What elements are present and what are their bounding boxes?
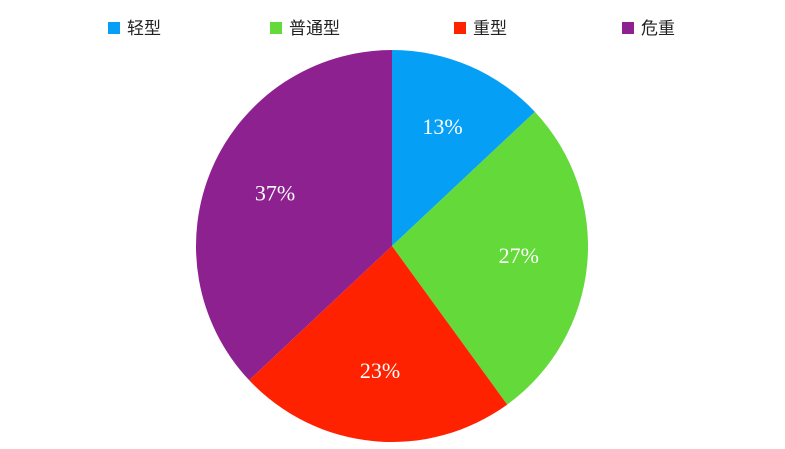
legend-text: 危重 [641,19,675,39]
legend-swatch [270,22,282,34]
slice-label: 27% [499,243,539,268]
legend-swatch [622,22,634,34]
legend-text: 普通型 [289,19,340,39]
legend-text: 轻型 [127,19,161,39]
legend-text: 重型 [473,19,507,39]
pie-slice [249,246,508,442]
legend-swatch [108,22,120,34]
pie-slice [392,50,535,246]
slice-label: 23% [360,358,400,383]
pie-slice [392,111,588,405]
slice-label: 13% [422,114,462,139]
pie-slice [196,50,392,381]
slice-label: 37% [255,180,295,205]
legend-swatch [454,22,466,34]
